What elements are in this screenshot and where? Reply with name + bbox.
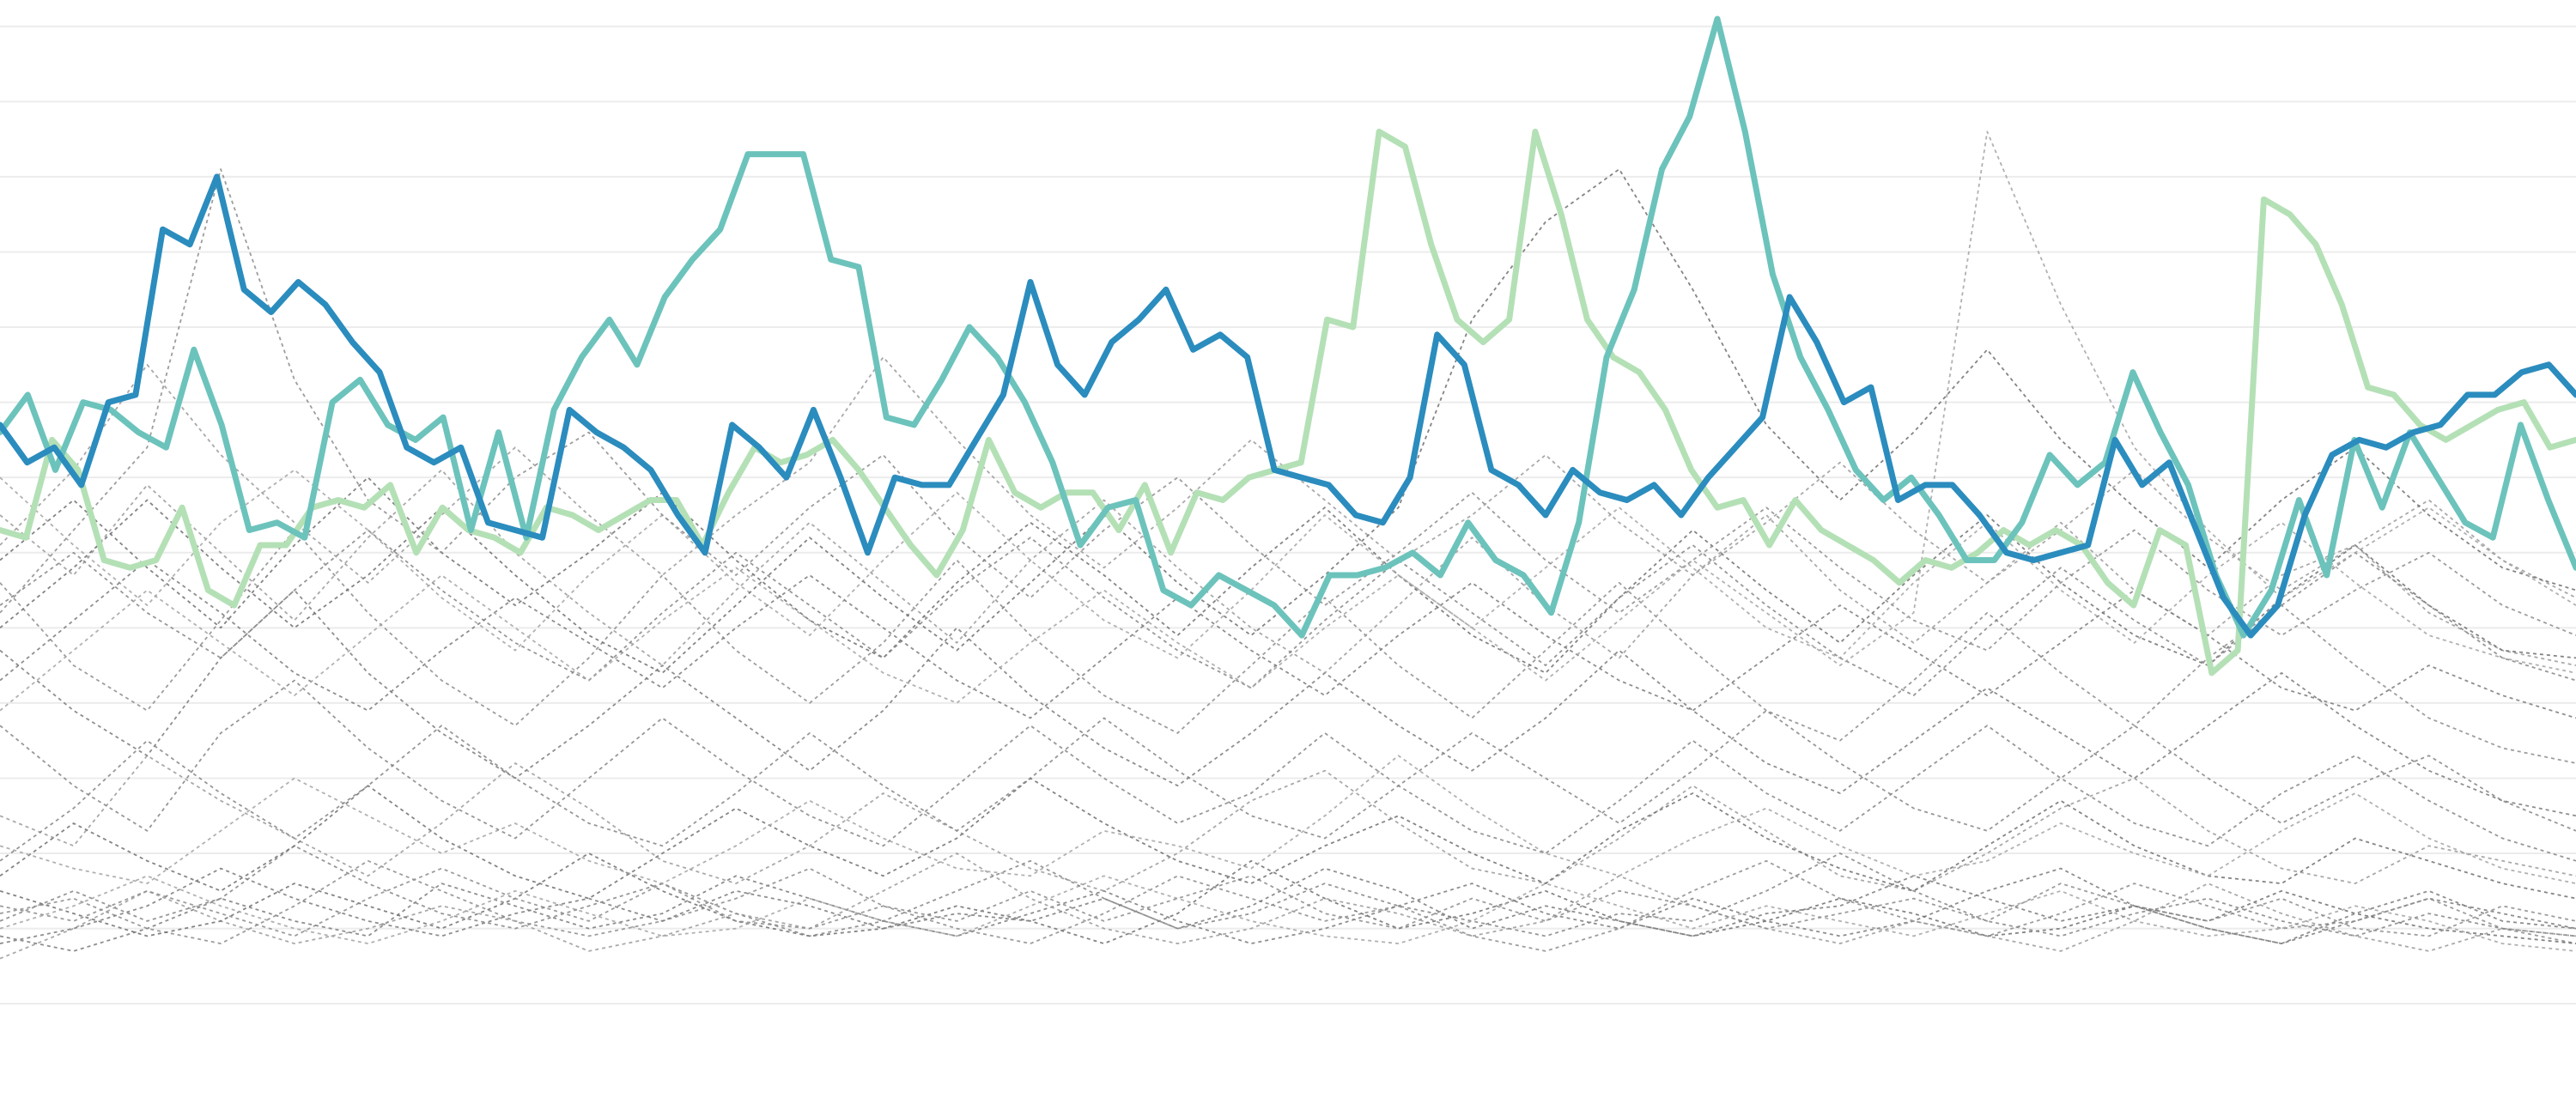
context-series-line-1: [0, 867, 2576, 952]
context-series-line-19: [0, 559, 2576, 719]
context-series-line-24: [0, 709, 2576, 862]
context-series-line-20: [0, 168, 2576, 652]
highlight-series-line-3: [0, 173, 2576, 639]
context-series-line-22: [0, 168, 2576, 674]
context-series-group: [0, 130, 2576, 960]
context-series-line-2: [0, 859, 2576, 952]
context-series-line-9: [0, 755, 2576, 892]
context-series-line-16: [0, 476, 2576, 674]
context-series-line-10: [0, 777, 2576, 900]
highlight-series-line-1: [0, 128, 2576, 676]
context-series-line-4: [0, 852, 2576, 944]
context-series-line-8: [0, 867, 2576, 937]
context-series-line-7: [0, 867, 2576, 944]
context-series-line-15: [0, 469, 2576, 674]
context-series-line-13: [0, 589, 2576, 817]
context-series-line-5: [0, 875, 2576, 952]
context-series-line-23: [0, 130, 2576, 712]
highlight-series-group: [0, 15, 2576, 676]
highlight-series-line-2: [0, 15, 2576, 639]
context-series-line-12: [0, 679, 2576, 862]
context-series-line-6: [0, 845, 2576, 937]
